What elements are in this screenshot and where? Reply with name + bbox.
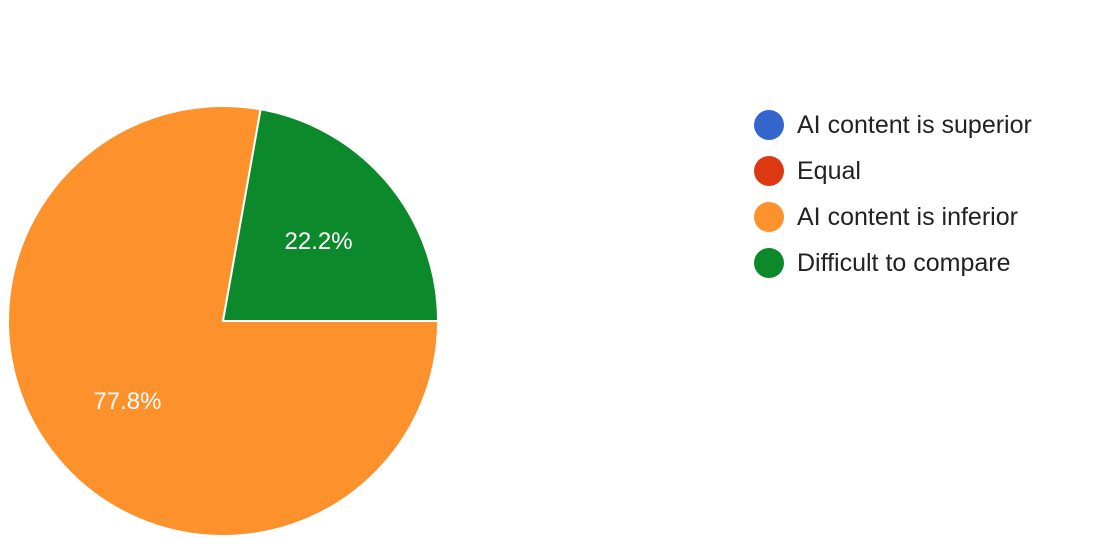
legend-item-superior[interactable]: AI content is superior [754,102,1032,148]
slice-value-label: 22.2% [285,228,353,255]
legend: AI content is superior Equal AI content … [754,102,1032,286]
legend-swatch-icon [754,202,784,232]
legend-swatch-icon [754,156,784,186]
legend-item-difficult[interactable]: Difficult to compare [754,240,1032,286]
legend-label: AI content is superior [797,110,1032,139]
legend-item-inferior[interactable]: AI content is inferior [754,194,1032,240]
legend-swatch-icon [754,110,784,140]
legend-swatch-icon [754,248,784,278]
legend-item-equal[interactable]: Equal [754,148,1032,194]
legend-label: Difficult to compare [797,248,1011,277]
pie-slice-difficult-to-compare[interactable] [221,108,440,322]
legend-label: Equal [797,156,861,185]
legend-label: AI content is inferior [797,202,1018,231]
slice-value-label: 77.8% [93,388,161,415]
